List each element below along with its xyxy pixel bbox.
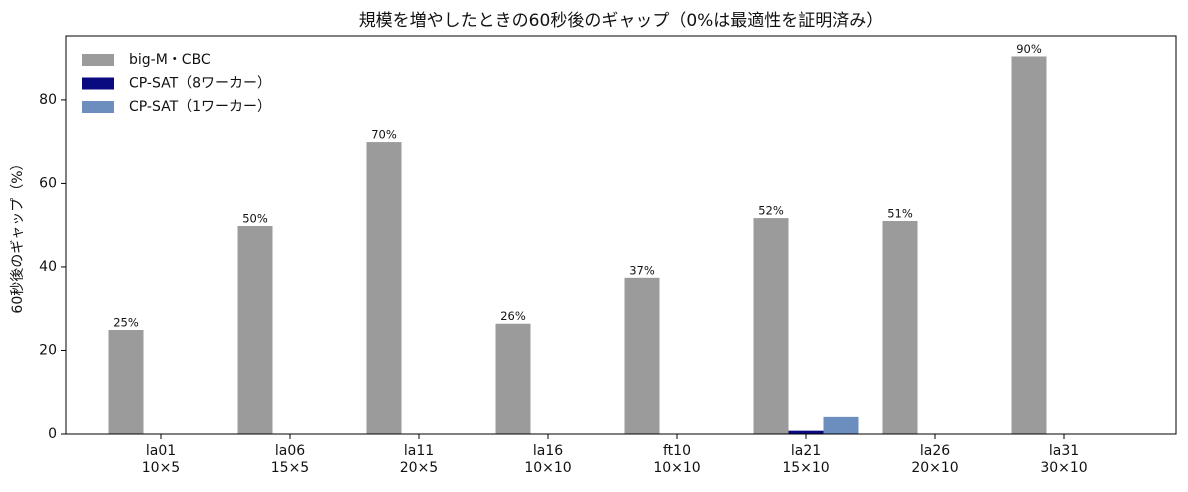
y-axis-label: 60秒後のギャップ（%）: [10, 156, 26, 313]
value-label: 26%: [500, 309, 526, 323]
bar: [882, 221, 918, 434]
plot-frame: [65, 35, 1177, 435]
value-label: 51%: [887, 207, 913, 221]
bar: [108, 330, 144, 434]
x-tick-label: ft10: [663, 443, 691, 459]
x-tick-label: 15×5: [271, 460, 309, 476]
y-tick-label: 60: [39, 175, 57, 191]
x-tick-label: la11: [404, 443, 434, 459]
legend-label: CP-SAT（1ワーカー）: [129, 99, 271, 115]
value-label: 50%: [242, 212, 268, 226]
bar: [366, 142, 402, 435]
chart-title: 規模を増やしたときの60秒後のギャップ（0%は最適性を証明済み）: [359, 11, 884, 31]
y-tick-label: 80: [39, 92, 57, 108]
x-tick-label: la26: [920, 443, 950, 459]
legend-swatch: [82, 101, 114, 113]
y-tick-label: 40: [39, 259, 57, 275]
x-tick-label: 10×5: [142, 460, 180, 476]
x-tick-label: 10×10: [653, 460, 700, 476]
bar: [624, 277, 660, 434]
x-tick-label: la06: [275, 443, 305, 459]
x-tick-label: 15×10: [782, 460, 829, 476]
bar: [788, 430, 824, 434]
y-tick-label: 0: [48, 426, 57, 442]
legend-swatch: [82, 77, 114, 90]
bar: [823, 416, 859, 434]
bar: [237, 226, 273, 434]
x-tick-label: la21: [791, 443, 821, 459]
value-label: 70%: [371, 128, 397, 142]
bar: [1011, 56, 1047, 434]
bar: [753, 218, 789, 434]
x-tick-label: 30×10: [1040, 460, 1087, 476]
x-tick-label: 20×5: [400, 460, 438, 476]
x-tick-label: la16: [533, 443, 563, 459]
value-label: 25%: [113, 316, 139, 330]
legend-label: big-M・CBC: [129, 52, 211, 68]
value-label: 90%: [1016, 42, 1042, 56]
legend-label: CP-SAT（8ワーカー）: [129, 76, 271, 92]
legend-swatch: [82, 54, 114, 66]
x-tick-label: 10×10: [524, 460, 571, 476]
value-label: 37%: [629, 263, 655, 277]
y-tick-label: 20: [39, 342, 57, 358]
x-tick-label: la31: [1049, 443, 1079, 459]
value-label: 52%: [758, 204, 784, 218]
x-tick-label: la01: [146, 443, 176, 459]
x-tick-label: 20×10: [911, 460, 958, 476]
bar: [495, 323, 531, 434]
